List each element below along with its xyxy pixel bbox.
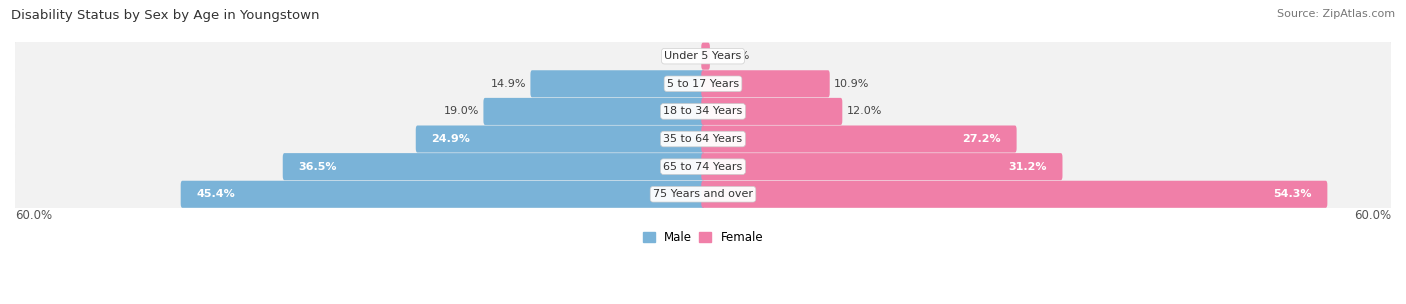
FancyBboxPatch shape <box>702 153 1063 180</box>
FancyBboxPatch shape <box>530 70 704 97</box>
Text: 75 Years and over: 75 Years and over <box>652 189 754 199</box>
FancyBboxPatch shape <box>15 36 1391 77</box>
FancyBboxPatch shape <box>15 36 1391 78</box>
Text: 35 to 64 Years: 35 to 64 Years <box>664 134 742 144</box>
FancyBboxPatch shape <box>416 126 704 153</box>
Text: 65 to 74 Years: 65 to 74 Years <box>664 162 742 172</box>
Text: 5 to 17 Years: 5 to 17 Years <box>666 79 740 89</box>
FancyBboxPatch shape <box>15 64 1391 105</box>
Text: 54.3%: 54.3% <box>1274 189 1312 199</box>
Text: 19.0%: 19.0% <box>444 106 479 116</box>
FancyBboxPatch shape <box>15 92 1391 132</box>
Text: 31.2%: 31.2% <box>1008 162 1047 172</box>
Text: 36.5%: 36.5% <box>298 162 336 172</box>
Text: 12.0%: 12.0% <box>846 106 882 116</box>
Text: 0.45%: 0.45% <box>714 51 749 61</box>
FancyBboxPatch shape <box>15 175 1391 215</box>
Text: 24.9%: 24.9% <box>432 134 470 144</box>
FancyBboxPatch shape <box>702 98 842 125</box>
Text: 45.4%: 45.4% <box>197 189 235 199</box>
FancyBboxPatch shape <box>15 64 1391 105</box>
Text: Source: ZipAtlas.com: Source: ZipAtlas.com <box>1277 9 1395 19</box>
Text: Disability Status by Sex by Age in Youngstown: Disability Status by Sex by Age in Young… <box>11 9 319 22</box>
FancyBboxPatch shape <box>283 153 704 180</box>
FancyBboxPatch shape <box>702 70 830 97</box>
Legend: Male, Female: Male, Female <box>638 226 768 249</box>
FancyBboxPatch shape <box>15 91 1391 133</box>
Text: 60.0%: 60.0% <box>1354 209 1391 222</box>
FancyBboxPatch shape <box>702 181 1327 208</box>
FancyBboxPatch shape <box>702 126 1017 153</box>
FancyBboxPatch shape <box>484 98 704 125</box>
FancyBboxPatch shape <box>15 174 1391 216</box>
Text: Under 5 Years: Under 5 Years <box>665 51 741 61</box>
FancyBboxPatch shape <box>15 147 1391 187</box>
Text: 27.2%: 27.2% <box>963 134 1001 144</box>
Text: 18 to 34 Years: 18 to 34 Years <box>664 106 742 116</box>
FancyBboxPatch shape <box>181 181 704 208</box>
Text: 14.9%: 14.9% <box>491 79 526 89</box>
FancyBboxPatch shape <box>15 119 1391 160</box>
Text: 0.0%: 0.0% <box>669 51 697 61</box>
FancyBboxPatch shape <box>15 119 1391 160</box>
Text: 60.0%: 60.0% <box>15 209 52 222</box>
FancyBboxPatch shape <box>702 43 710 70</box>
FancyBboxPatch shape <box>15 147 1391 188</box>
Text: 10.9%: 10.9% <box>834 79 869 89</box>
